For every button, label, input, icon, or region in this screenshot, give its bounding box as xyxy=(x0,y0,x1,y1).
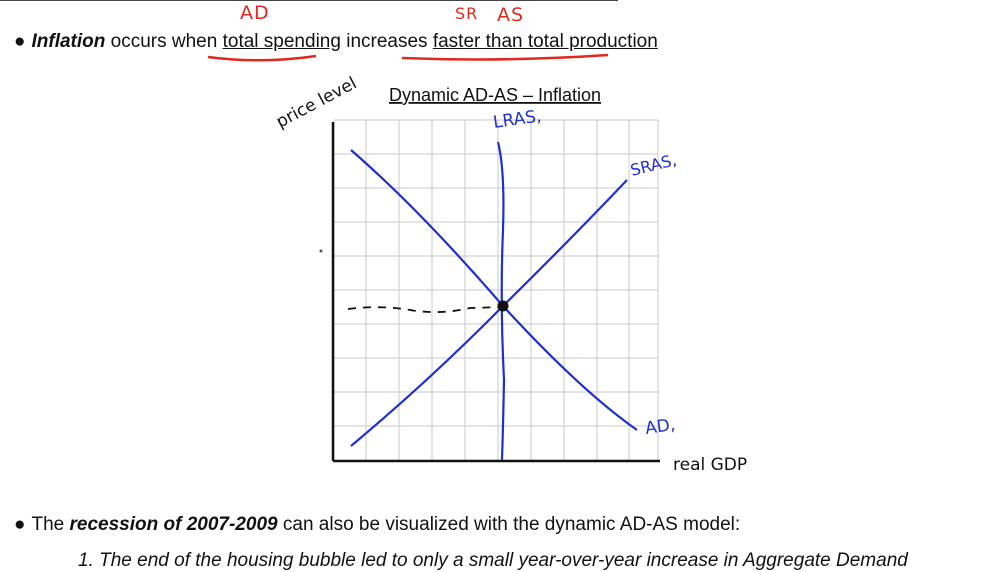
underline-spending xyxy=(207,54,317,62)
total-spending-text: total spending xyxy=(222,31,341,52)
ad-label: AD, xyxy=(644,415,677,439)
sras-label: SRAS, xyxy=(628,150,678,180)
bullet-marker: ● xyxy=(14,31,26,52)
bullet1-text-1: occurs when xyxy=(110,31,218,52)
bullet1-text-2: increases xyxy=(346,31,428,52)
list-item-1: 1. The end of the housing bubble led to … xyxy=(78,550,908,572)
annotation-sr: SR xyxy=(455,4,479,23)
sras-curve xyxy=(350,179,628,447)
diagram-title: Dynamic AD-AS – Inflation xyxy=(389,85,601,105)
y-axis-label: price level xyxy=(273,73,360,132)
top-divider xyxy=(0,0,618,1)
bullet2-text-2: can also be visualized with the dynamic … xyxy=(282,514,741,535)
stray-dot xyxy=(319,249,323,253)
recession-bullet: ● The recession of 2007-2009 can also be … xyxy=(14,514,740,536)
inflation-bullet: ● Inflation occurs when total spending in… xyxy=(14,31,658,53)
annotation-as: AS xyxy=(497,4,525,26)
faster-than-production-text: faster than total production xyxy=(432,31,658,52)
underline-production xyxy=(401,53,609,61)
lras-curve xyxy=(496,141,506,461)
annotation-ad: AD xyxy=(240,2,270,24)
inflation-term: Inflation xyxy=(31,31,106,52)
recession-term: recession of 2007-2009 xyxy=(69,514,278,535)
ad-as-diagram: Dynamic AD-AS – Inflation price level re… xyxy=(273,73,747,475)
red-underlines xyxy=(207,53,609,62)
x-axis-label: real GDP xyxy=(673,455,747,475)
bullet-marker-2: ● xyxy=(14,514,26,535)
equilibrium-point xyxy=(497,300,509,312)
bullet2-text-1: The xyxy=(31,514,65,535)
price-level-dashed-line xyxy=(347,306,504,313)
list-item-1-text: 1. The end of the housing bubble led to … xyxy=(78,550,908,571)
lras-label: LRAS, xyxy=(492,106,543,133)
